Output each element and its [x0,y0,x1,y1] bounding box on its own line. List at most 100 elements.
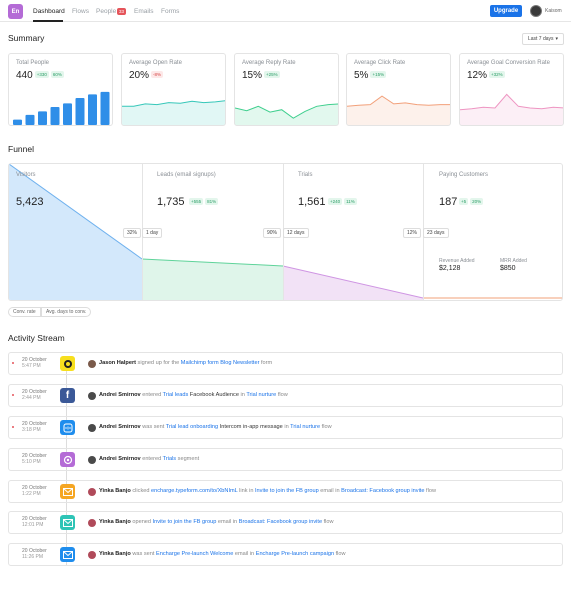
person-name[interactable]: Andrei Smirnov [99,424,141,430]
stage-trials-label: Trials [298,172,313,178]
activity-link[interactable]: encharge.typeform.com/to/XbNImL [151,488,238,494]
activity-date: 20 October 2:44 PM [22,389,47,401]
card-title: Average Click Rate [354,60,406,66]
avatar[interactable] [88,392,96,400]
avatar[interactable] [88,424,96,432]
activity-date-day: 20 October [22,421,47,427]
activity-link[interactable]: Invite to join the FB group [255,488,319,494]
activity-item[interactable]: 20 October 12:01 PM Yinka Banjo opened Inv… [8,511,563,534]
summary-card[interactable]: Average Open Rate 20% -8% [121,53,226,126]
card-value: 12% +32% [467,70,505,81]
nav-flows[interactable]: Flows [72,8,89,15]
activity-link[interactable]: Broadcast: Facebook group invite [238,519,323,525]
activity-text-part: flow [322,519,334,525]
intercom-icon [60,420,75,435]
people-bar [50,107,60,125]
activity-link[interactable]: Trial nurture [246,392,277,398]
unread-dot [12,362,14,364]
avg-days-toggle[interactable]: Avg. days to conv. [41,307,92,317]
person-name[interactable]: Andrei Smirnov [99,392,141,398]
nav-dashboard[interactable]: Dashboard [33,8,65,15]
summary-card[interactable]: Average Reply Rate 15% +25% [234,53,339,126]
nav-people[interactable]: People [96,8,117,15]
top-nav: En Dashboard Flows People 33 Emails Form… [0,0,571,22]
activity-link[interactable]: Broadcast: Facebook group invite [341,488,425,494]
avatar[interactable] [88,519,96,527]
activity-item[interactable]: 20 October 1:22 PM Yinka Banjo clicked enc… [8,480,563,503]
activity-text-part: flow [276,392,288,398]
activity-text: Yinka Banjo was sent Encharge Pre-launch… [99,551,346,557]
activity-date: 20 October 1:22 PM [22,485,47,497]
user-avatar[interactable] [530,5,542,17]
sparkline-area [122,100,225,125]
avatar[interactable] [88,360,96,368]
card-value: 5% +15% [354,70,387,81]
date-range-select[interactable]: Last 7 days ▾ [522,33,564,45]
avatar[interactable] [88,456,96,464]
activity-text-part: signed up for the [136,360,181,366]
activity-link[interactable]: Invite to join the FB group [152,519,217,525]
avatar[interactable] [88,551,96,559]
funnel-area [9,164,562,300]
summary-card[interactable]: Average Goal Conversion Rate 12% +32% [459,53,564,126]
summary-card[interactable]: Total People 440 +330 60% [8,53,113,126]
user-name[interactable]: Kaisom [545,8,562,14]
card-title: Total People [16,60,50,66]
activity-link[interactable]: Encharge Pre-launch Welcome [156,551,234,557]
activity-link[interactable]: Trial lead onboarding [165,424,219,430]
stage-trials-value: 1,561 [298,196,326,208]
activity-date: 20 October 5:10 PM [22,453,47,465]
card-value: 20% -8% [129,70,164,81]
change-pill: -8% [151,71,164,78]
conv-days-2: 12 days [283,228,309,238]
activity-text-part: Intercom in-app message [218,424,283,430]
activity-date-time: 11:26 PM [22,554,44,560]
sparkline-chart [122,100,225,125]
person-name[interactable]: Jason Halpert [99,360,136,366]
activity-text-part: link in [237,488,255,494]
person-name[interactable]: Andrei Smirnov [99,456,141,462]
trials-rate-pill: 11% [344,198,357,205]
facebook-icon: f [60,388,75,403]
activity-date-time: 5:10 PM [22,459,41,465]
activity-link[interactable]: Encharge Pre-launch campaign [255,551,335,557]
activity-text-part: segment [176,456,200,462]
summary-card[interactable]: Average Click Rate 5% +15% [346,53,451,126]
nav-forms[interactable]: Forms [161,8,180,15]
person-name[interactable]: Yinka Banjo [99,519,131,525]
card-value-number: 20% [129,70,150,81]
activity-link[interactable]: Trial leads [162,392,189,398]
activity-link[interactable]: Trial nurture [290,424,321,430]
person-name[interactable]: Yinka Banjo [99,551,131,557]
upgrade-button[interactable]: Upgrade [490,5,522,17]
avatar[interactable] [88,488,96,496]
activity-date-time: 2:44 PM [22,395,41,401]
segment-icon [60,452,75,467]
stage-paying-label: Paying Customers [439,172,489,178]
activity-link[interactable]: Trials [162,456,177,462]
app-logo[interactable]: En [8,4,23,19]
activity-date-day: 20 October [22,357,47,363]
person-name[interactable]: Yinka Banjo [99,488,131,494]
activity-item[interactable]: 20 October 2:44 PM f Andrei Smirnov entered… [8,384,563,407]
activity-text-part: flow [320,424,332,430]
activity-item[interactable]: 20 October 3:18 PM Andrei Smirnov was sent… [8,416,563,439]
activity-item[interactable]: 20 October 11:26 PM Yinka Banjo was sent E… [8,543,563,566]
activity-item[interactable]: 20 October 5:47 PM Jason Halpert signed up… [8,352,563,375]
paying-change-pill: +5 [459,198,469,205]
email-open-icon [60,515,75,530]
activity-text-part: entered [140,456,163,462]
activity-item[interactable]: 20 October 5:10 PM Andrei Smirnov entered … [8,448,563,471]
activity-link[interactable]: Mailchimp form Blog Newsletter [180,360,260,366]
activity-text: Yinka Banjo clicked encharge.typeform.co… [99,488,436,494]
nav-emails[interactable]: Emails [134,8,154,15]
activity-date: 20 October 11:26 PM [22,548,47,560]
stage-leads-value: 1,735 [157,196,185,208]
activity-text-part: was sent [130,551,156,557]
people-bar [38,111,47,125]
conv-rate-toggle[interactable]: Conv. rate [8,307,41,317]
activity-text-part: email in [216,519,239,525]
card-title: Average Reply Rate [242,60,296,66]
mrr-added-label: MRR Added [500,258,527,264]
activity-text-part: in [282,424,291,430]
